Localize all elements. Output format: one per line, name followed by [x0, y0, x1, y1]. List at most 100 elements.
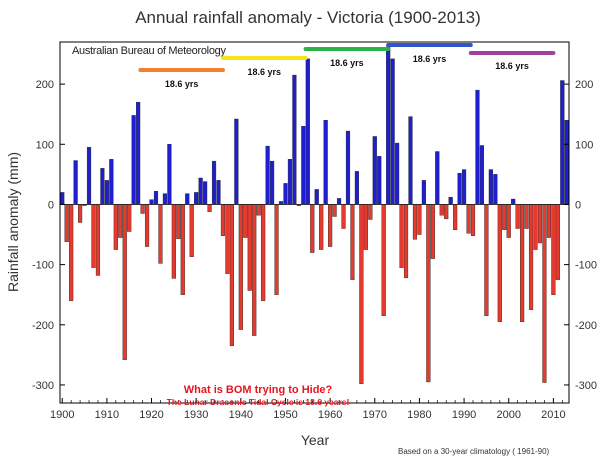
x-tick-label-2000: 2000 — [496, 409, 520, 421]
bar-1950 — [283, 183, 288, 205]
bar-1916 — [131, 115, 136, 205]
bar-1965 — [350, 204, 355, 280]
x-tick-label-1990: 1990 — [452, 409, 476, 421]
bar-1918 — [140, 204, 145, 214]
annotation-question: What is BOM trying to Hide? — [184, 384, 333, 396]
bar-1987 — [448, 197, 453, 205]
bar-1951 — [287, 159, 293, 205]
bar-1990 — [461, 169, 467, 205]
bar-1964 — [345, 130, 351, 205]
bar-1999 — [502, 204, 507, 230]
bar-2013 — [564, 120, 569, 205]
x-tick-label-1950: 1950 — [273, 409, 297, 421]
bar-1946 — [265, 145, 270, 205]
bar-1982 — [426, 204, 431, 383]
bar-1922 — [158, 204, 163, 264]
bar-1908 — [95, 204, 101, 276]
bar-1973 — [386, 46, 391, 205]
x-axis-label: Year — [301, 432, 330, 448]
bar-1981 — [421, 180, 426, 205]
bar-1939 — [234, 118, 239, 205]
y-tick-label-right-0: 0 — [575, 199, 581, 211]
bar-1919 — [144, 204, 150, 247]
bar-1972 — [381, 204, 386, 316]
bar-2005 — [528, 204, 534, 310]
bar-1985 — [439, 204, 444, 216]
bar-1994 — [479, 145, 485, 205]
plot-frame — [59, 41, 570, 404]
bar-1941 — [243, 204, 248, 238]
bar-1949 — [278, 201, 284, 205]
cycle-annotations: 18.6 yrs 18.6 yrs 18.6 yrs 18.6 yrs 18.6 yrs — [138, 43, 556, 89]
bar-1914 — [122, 204, 127, 360]
bar-2007 — [537, 204, 543, 244]
bar-1945 — [261, 204, 266, 301]
bar-1956 — [310, 204, 315, 253]
bar-1912 — [113, 204, 118, 250]
bar-1991 — [466, 204, 471, 234]
y-tick-label-right-100: 100 — [575, 139, 593, 151]
bar-1980 — [417, 204, 422, 235]
bar-1962 — [336, 198, 342, 205]
y-tick-label-left-100: 100 — [36, 139, 54, 151]
y-tick-label-left--200: -200 — [32, 320, 54, 332]
x-tick-label-1970: 1970 — [363, 409, 387, 421]
bar-1989 — [457, 172, 462, 205]
y-tick-label-left--300: -300 — [32, 380, 54, 392]
bar-2004 — [524, 204, 529, 229]
bar-1961 — [332, 204, 337, 217]
bar-1970 — [372, 136, 377, 205]
bar-1974 — [390, 58, 395, 205]
bar-1976 — [399, 204, 404, 268]
cycle-label-4: 18.6 yrs — [413, 54, 447, 64]
bars-layer — [60, 46, 569, 384]
x-tick-label-2010: 2010 — [541, 409, 565, 421]
bar-1968 — [363, 204, 368, 250]
bar-1952 — [292, 74, 297, 205]
bar-1977 — [403, 204, 409, 279]
bar-1942 — [247, 204, 252, 291]
bar-1940 — [238, 204, 243, 330]
bar-1958 — [319, 204, 324, 250]
y-tick-label-right--300: -300 — [575, 380, 597, 392]
x-tick-label-1960: 1960 — [318, 409, 342, 421]
cycle-label-5: 18.6 yrs — [495, 61, 529, 71]
bar-2000 — [506, 204, 511, 238]
bar-1906 — [86, 147, 92, 205]
bar-1975 — [395, 142, 400, 205]
bar-1993 — [475, 89, 480, 205]
bar-1907 — [91, 204, 96, 268]
bar-1997 — [493, 174, 498, 205]
y-tick-label-right--200: -200 — [575, 320, 597, 332]
bar-1959 — [323, 120, 328, 205]
bar-1963 — [341, 204, 346, 229]
bar-1902 — [69, 204, 74, 301]
bar-1983 — [430, 204, 435, 259]
bar-1947 — [270, 160, 275, 205]
cycle-label-2: 18.6 yrs — [248, 67, 282, 77]
bar-2003 — [520, 204, 525, 322]
y-tick-label-left-200: 200 — [36, 79, 54, 91]
bar-1915 — [127, 204, 132, 232]
bar-1954 — [301, 126, 306, 205]
bar-1933 — [207, 204, 212, 212]
bar-1957 — [314, 189, 319, 205]
bar-1938 — [229, 204, 234, 347]
bar-1979 — [412, 204, 418, 240]
x-tick-label-1900: 1900 — [50, 409, 74, 421]
cycle-label-1: 18.6 yrs — [165, 79, 199, 89]
bar-2012 — [560, 80, 565, 205]
x-tick-label-1980: 1980 — [407, 409, 431, 421]
bar-1995 — [484, 204, 489, 316]
bar-1960 — [328, 204, 333, 247]
chart-title: Annual rainfall anomaly - Victoria (1900… — [135, 8, 481, 27]
bar-1928 — [185, 193, 190, 205]
x-tick-label-1930: 1930 — [184, 409, 208, 421]
bar-1910 — [104, 180, 109, 205]
bar-2008 — [542, 204, 547, 383]
bar-1943 — [252, 204, 257, 336]
bar-1911 — [109, 159, 114, 205]
bar-1948 — [274, 204, 279, 295]
bar-1931 — [198, 177, 203, 205]
